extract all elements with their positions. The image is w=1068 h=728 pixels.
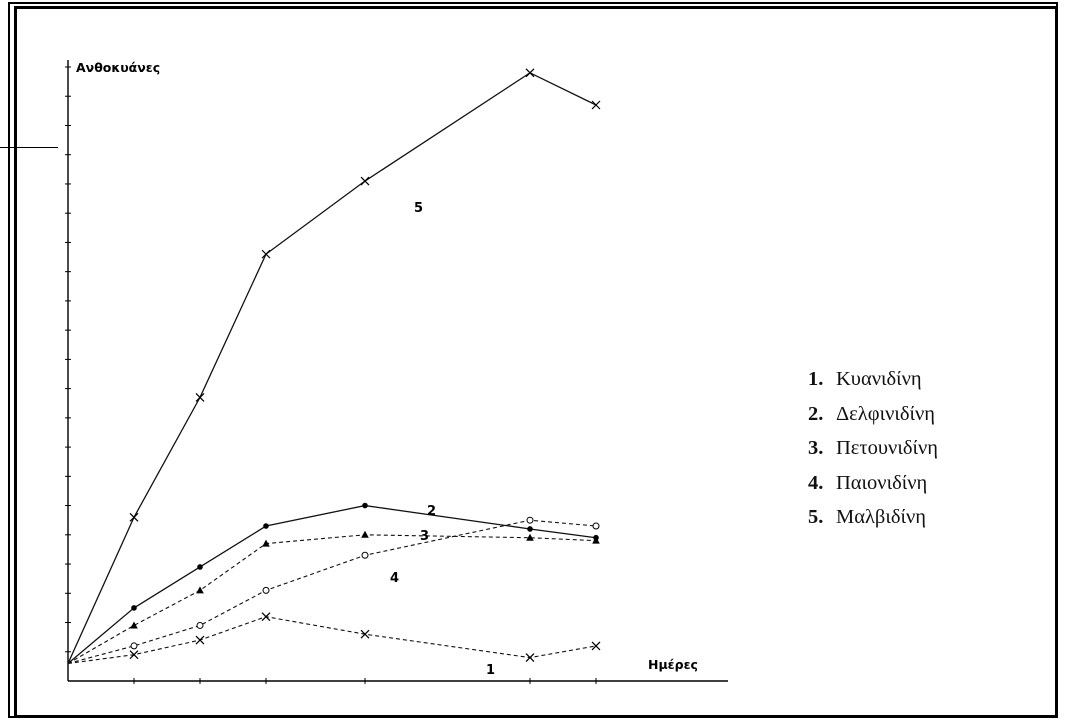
series-3-marker <box>130 621 138 629</box>
series-5-marker <box>195 392 205 402</box>
legend-number: 5. <box>808 506 824 528</box>
series-4-marker <box>196 621 204 629</box>
series-3-marker <box>592 536 600 544</box>
y-axis-title: Ανθοκυάνες <box>76 60 160 75</box>
series-2-marker <box>197 564 203 570</box>
series-label-2: 2 <box>427 504 436 519</box>
legend-number: 2. <box>808 402 824 425</box>
series-label-3: 3 <box>420 529 429 544</box>
marker-stroke <box>195 392 205 402</box>
series-label-5: 5 <box>414 201 423 216</box>
chart-axes <box>65 60 728 684</box>
series-label-1: 1 <box>486 663 495 678</box>
legend-number: 1. <box>808 368 824 390</box>
series-5-marker <box>360 176 370 186</box>
series-4-marker <box>361 551 369 559</box>
legend-label: Κυανιδίνη <box>836 368 922 390</box>
series-4-marker <box>526 516 534 524</box>
series-4-marker <box>130 642 138 650</box>
series-3-marker <box>361 530 369 538</box>
series-layer <box>67 68 601 665</box>
series-1-marker <box>360 629 370 639</box>
series-2-marker <box>527 526 533 532</box>
x-axis-title: Ημέρες <box>648 657 698 672</box>
series-1-marker <box>261 612 271 622</box>
series-1-line <box>67 616 597 665</box>
marker-stroke <box>261 612 271 622</box>
series-5-marker <box>261 249 271 259</box>
marker-stroke <box>525 653 535 663</box>
marker-stroke <box>591 641 601 651</box>
legend-label: Μαλβιδίνη <box>836 506 927 528</box>
series-3-marker <box>526 533 534 541</box>
marker-stroke <box>360 176 370 186</box>
legend-item-5: 5. Μαλβιδίνη <box>808 500 938 535</box>
legend-item-1: 1. Κυανιδίνη <box>808 362 938 397</box>
series-label-4: 4 <box>390 571 399 586</box>
series-2-marker <box>263 523 269 529</box>
legend-label: Πετουνιδίνη <box>836 437 938 459</box>
series-4 <box>67 516 600 664</box>
marker-stroke <box>129 512 139 522</box>
marker-stroke <box>360 629 370 639</box>
marker-stroke <box>261 249 271 259</box>
series-1-marker <box>525 653 535 663</box>
inner-frame <box>14 6 1058 718</box>
series-label-layer: 1 2 3 4 5 <box>390 201 495 678</box>
marker-stroke <box>525 68 535 78</box>
series-2-marker <box>362 502 368 509</box>
series-5-line <box>67 72 597 664</box>
series-3-marker <box>262 539 270 547</box>
series-1-marker <box>129 650 139 660</box>
series-1 <box>67 612 601 665</box>
series-3-marker <box>196 586 204 594</box>
series-4-marker <box>592 522 600 530</box>
series-2-line <box>67 504 597 664</box>
series-1-marker <box>195 635 205 645</box>
legend: 1. Κυανιδίνη 2. Δελφινιδίνη 3. Πετουνιδίνη … <box>808 362 938 535</box>
marker-stroke <box>129 650 139 660</box>
legend-label: Παιονιδίνη <box>836 471 928 494</box>
series-1-marker <box>591 641 601 651</box>
series-5-marker <box>525 68 535 78</box>
legend-number: 3. <box>808 437 824 459</box>
series-5-marker <box>129 512 139 522</box>
legend-item-3: 3. Πετουνιδίνη <box>808 431 938 466</box>
legend-number: 4. <box>808 471 824 494</box>
series-4-line <box>67 519 597 664</box>
margin-stub-line <box>0 147 58 148</box>
marker-stroke <box>195 635 205 645</box>
marker-stroke <box>591 100 601 110</box>
legend-item-2: 2. Δελφινιδίνη <box>808 397 938 432</box>
series-5-marker <box>591 100 601 110</box>
series-2 <box>67 502 599 664</box>
series-2-marker <box>131 605 137 611</box>
legend-item-4: 4. Παιονιδίνη <box>808 466 938 501</box>
legend-label: Δελφινιδίνη <box>836 402 936 425</box>
series-5 <box>67 68 601 664</box>
series-4-marker <box>262 586 270 594</box>
series-3 <box>67 530 600 664</box>
